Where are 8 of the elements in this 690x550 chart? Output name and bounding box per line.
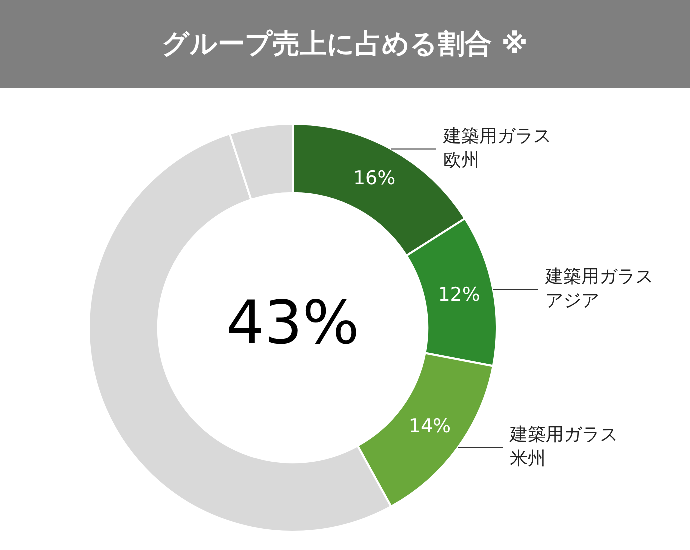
- data-label: 16%: [353, 168, 396, 190]
- slice-label: 建築用ガラスアジア: [544, 266, 654, 312]
- data-label: 12%: [438, 284, 480, 306]
- slice-label: 建築用ガラス欧州: [442, 126, 552, 171]
- text: 43%: [226, 288, 360, 359]
- data-label: 14%: [408, 415, 452, 438]
- slice-label: 建築用ガラス米州: [509, 424, 618, 470]
- chart-title: グループ売上に占める割合 ※: [0, 0, 690, 88]
